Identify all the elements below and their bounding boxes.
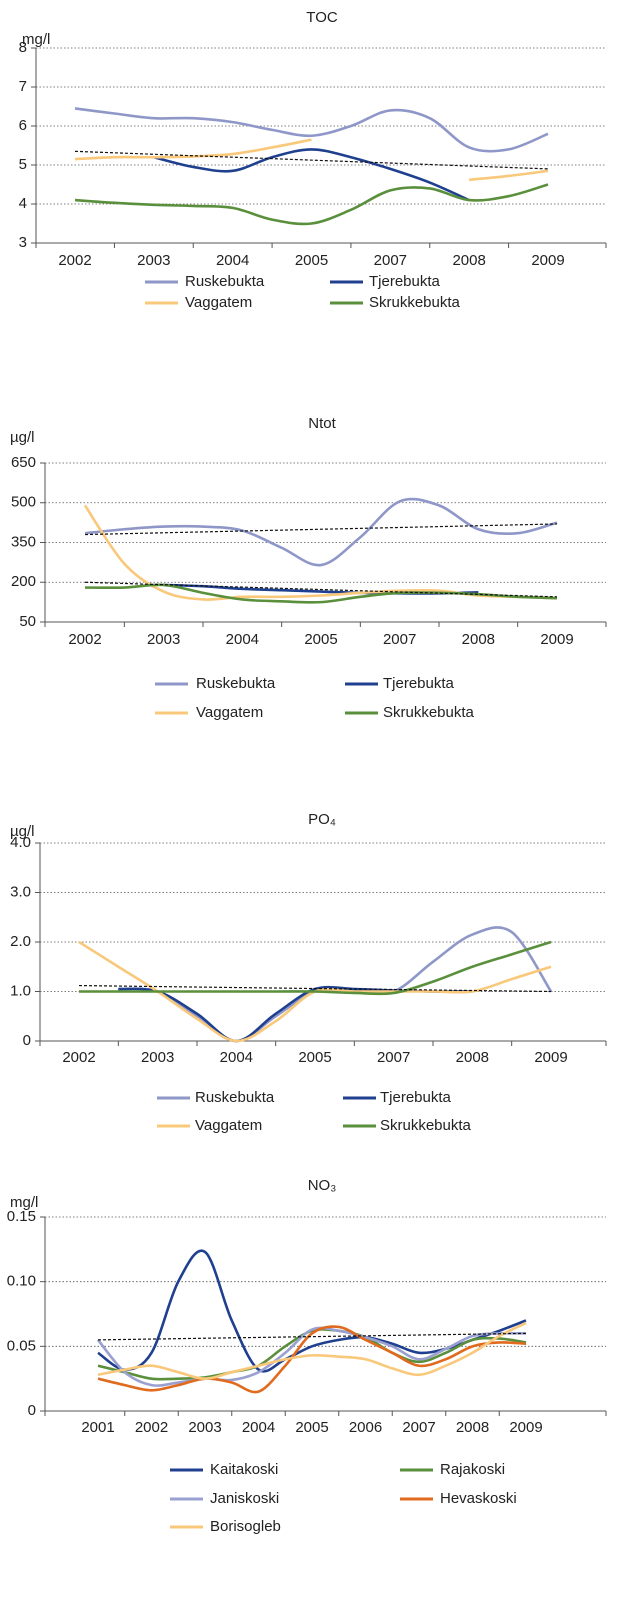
legend-label: Vaggatem (196, 704, 263, 721)
data-line (97, 1321, 527, 1380)
trend-line (78, 984, 552, 993)
y-tick-label: 0.05 (7, 1337, 36, 1354)
data-line (118, 985, 473, 1043)
legend-label: Ruskebukta (195, 1089, 275, 1106)
x-tick-label: 2008 (456, 1049, 489, 1066)
y-tick-label: 500 (11, 494, 36, 511)
x-tick-label: 2009 (531, 252, 564, 269)
legend-label: Ruskebukta (185, 273, 265, 290)
x-tick-label: 2007 (402, 1419, 435, 1436)
y-tick-label: 0 (28, 1402, 36, 1419)
y-tick-label: 4 (19, 195, 27, 212)
x-tick-label: 2002 (62, 1049, 95, 1066)
y-axis-unit: mg/l (10, 1194, 38, 1211)
x-tick-label: 2005 (295, 1419, 328, 1436)
legend-label: Ruskebukta (196, 675, 276, 692)
x-tick-label: 2002 (135, 1419, 168, 1436)
data-line (84, 583, 558, 604)
legend-label: Tjerebukta (369, 273, 441, 290)
x-tick-label: 2003 (137, 252, 170, 269)
data-line (84, 497, 558, 567)
data-line (153, 148, 470, 202)
x-tick-label: 2003 (188, 1419, 221, 1436)
y-tick-label: 200 (11, 573, 36, 590)
legend-label: Vaggatem (195, 1117, 262, 1134)
legend-label: Hevaskoski (440, 1490, 517, 1507)
x-tick-label: 2009 (540, 631, 573, 648)
trend-line (84, 523, 558, 536)
x-tick-label: 2007 (377, 1049, 410, 1066)
data-line (96, 1326, 527, 1387)
y-tick-label: 6 (19, 117, 27, 134)
legend-label: Janiskoski (210, 1490, 279, 1507)
data-line (83, 504, 558, 601)
x-tick-label: 2006 (349, 1419, 382, 1436)
y-tick-label: 650 (11, 454, 36, 471)
x-tick-label: 2009 (534, 1049, 567, 1066)
legend-label: Skrukkebukta (369, 294, 461, 311)
y-tick-label: 5 (19, 156, 27, 173)
y-tick-label: 0 (23, 1032, 31, 1049)
data-line (74, 107, 549, 153)
x-tick-label: 2008 (462, 631, 495, 648)
trend-line (84, 581, 558, 598)
x-tick-label: 2009 (509, 1419, 542, 1436)
x-tick-label: 2007 (383, 631, 416, 648)
chart-title: PO₄ (308, 811, 336, 828)
chart-title: Ntot (308, 415, 336, 432)
data-line (79, 940, 552, 996)
x-tick-label: 2003 (147, 631, 180, 648)
data-line (74, 183, 549, 226)
y-axis-unit: mg/l (22, 31, 50, 48)
x-tick-label: 2005 (304, 631, 337, 648)
x-tick-label: 2001 (81, 1419, 114, 1436)
legend-label: Tjerebukta (380, 1089, 452, 1106)
y-tick-label: 0.10 (7, 1273, 36, 1290)
y-tick-label: 8 (19, 39, 27, 56)
trend-line (97, 1332, 527, 1341)
data-line (74, 138, 549, 182)
y-tick-label: 350 (11, 533, 36, 550)
y-axis-unit: µg/l (10, 823, 35, 840)
y-tick-label: 3 (19, 234, 27, 251)
y-tick-label: 4.0 (10, 834, 31, 851)
x-tick-label: 2004 (242, 1419, 275, 1436)
legend-label: Skrukkebukta (383, 704, 475, 721)
x-tick-label: 2007 (374, 252, 407, 269)
x-tick-label: 2005 (298, 1049, 331, 1066)
trend-line (74, 150, 549, 170)
legend-label: Borisogleb (210, 1518, 281, 1535)
x-tick-label: 2004 (226, 631, 259, 648)
x-tick-label: 2008 (452, 252, 485, 269)
legend-label: Vaggatem (185, 294, 252, 311)
legend-label: Tjerebukta (383, 675, 455, 692)
x-tick-label: 2005 (295, 252, 328, 269)
y-tick-label: 50 (19, 613, 36, 630)
x-tick-label: 2004 (216, 252, 249, 269)
legend-label: Skrukkebukta (380, 1117, 472, 1134)
x-tick-label: 2004 (220, 1049, 253, 1066)
data-line (97, 1249, 527, 1373)
y-tick-label: 3.0 (10, 883, 31, 900)
chart-title: NO₃ (308, 1177, 337, 1194)
x-tick-label: 2008 (456, 1419, 489, 1436)
y-tick-label: 1.0 (10, 982, 31, 999)
legend-label: Rajakoski (440, 1461, 505, 1478)
x-tick-label: 2002 (58, 252, 91, 269)
x-tick-label: 2002 (68, 631, 101, 648)
legend-label: Kaitakoski (210, 1461, 278, 1478)
y-tick-label: 2.0 (10, 933, 31, 950)
y-tick-label: 7 (19, 78, 27, 95)
y-axis-unit: µg/l (10, 429, 35, 446)
y-tick-label: 0.15 (7, 1208, 36, 1225)
x-tick-label: 2003 (141, 1049, 174, 1066)
chart-title: TOC (306, 9, 338, 26)
data-line (118, 926, 553, 1043)
data-line (97, 1325, 527, 1394)
